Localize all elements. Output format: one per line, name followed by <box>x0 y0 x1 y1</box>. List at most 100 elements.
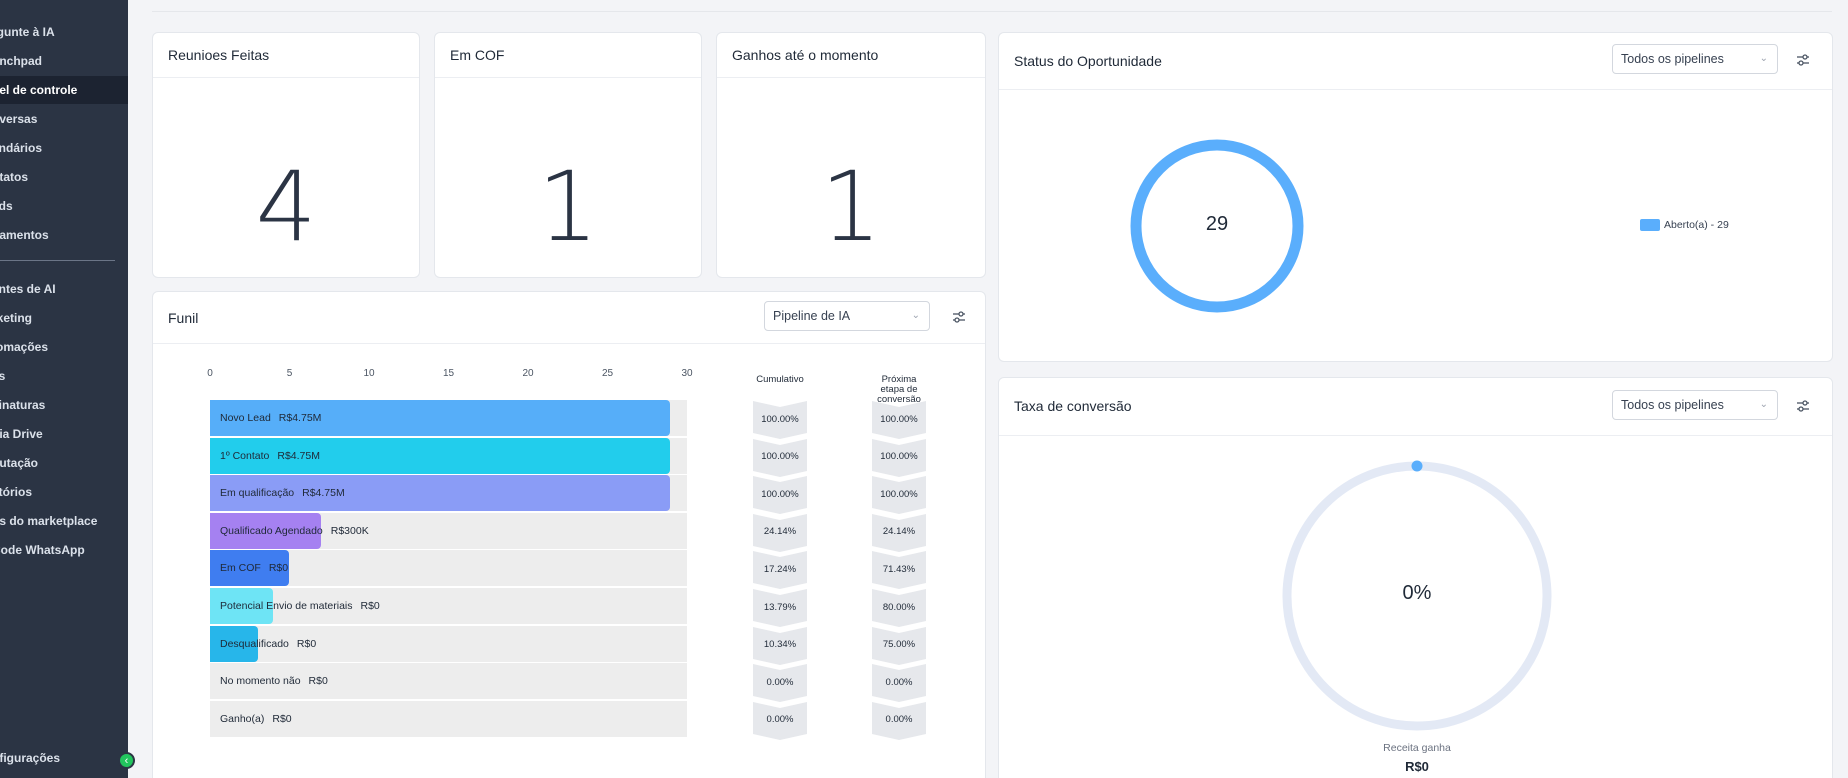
stat-card-title: Reunioes Feitas <box>168 47 270 63</box>
stage-name: No momento não <box>220 675 301 688</box>
funnel-bar[interactable] <box>210 550 290 587</box>
pipelines-select[interactable]: Todos os pipelines ⌄ <box>1612 44 1778 74</box>
funnel-bar-label: Em COF R$0 <box>220 550 288 586</box>
stage-name: Qualificado Agendado <box>220 524 323 537</box>
sidebar-item[interactable]: rgunte à IA <box>0 18 128 46</box>
funnel-bar[interactable] <box>210 475 670 512</box>
card-divider <box>153 343 985 344</box>
funnel-bar-label: 1º Contato R$4.75M <box>220 438 320 474</box>
collapse-sidebar-button[interactable]: ‹ <box>118 752 135 769</box>
stage-name: 1º Contato <box>220 449 270 462</box>
funnel-bar[interactable] <box>210 437 670 474</box>
funnel-bar-label: Ganho(a) R$0 <box>220 701 292 737</box>
next-stage-header: Próxima etapa de conversão <box>877 374 921 405</box>
sidebar-item-settings[interactable]: nfigurações <box>0 744 128 772</box>
funnel-title: Funil <box>168 310 199 326</box>
sidebar-item-label: ads <box>0 199 13 213</box>
next-stage-cell: 75.00% <box>872 626 926 665</box>
next-stage-cell: 100.00% <box>872 401 926 439</box>
funnel-bar-label: Desqualificado R$0 <box>220 626 316 662</box>
revenue-value: R$0 <box>1405 759 1429 774</box>
x-tick-label: 25 <box>601 368 614 379</box>
sidebar-item[interactable]: es <box>0 362 128 390</box>
percent-label: 100.00% <box>761 413 799 425</box>
sidebar-item[interactable]: os do marketplace <box>0 507 128 535</box>
sidebar-item-label: dia Drive <box>0 427 43 441</box>
card-divider <box>999 89 1832 90</box>
sidebar-item[interactable]: rketing <box>0 304 128 332</box>
filter-settings-icon[interactable] <box>951 309 967 325</box>
stage-amount: R$4.75M <box>302 487 345 500</box>
percent-label: 24.14% <box>763 526 797 538</box>
sidebar-item[interactable]: nel de controle <box>0 76 128 104</box>
x-tick-label: 5 <box>286 368 293 379</box>
pipeline-select[interactable]: Pipeline de IA ⌄ <box>764 301 930 331</box>
pipelines-select[interactable]: Todos os pipelines ⌄ <box>1612 390 1778 420</box>
sidebar-item-label: es <box>0 369 6 383</box>
sidebar-item-label: nel de controle <box>0 83 78 97</box>
sidebar-item[interactable]: entes de AI <box>0 275 128 303</box>
percent-label: 0.00% <box>885 714 913 726</box>
sidebar-item[interactable]: endários <box>0 134 128 162</box>
chevron-down-icon: ⌄ <box>911 310 920 321</box>
stage-amount: R$0 <box>272 712 292 725</box>
percent-label: 10.34% <box>763 639 797 651</box>
filter-settings-icon[interactable] <box>1795 398 1811 414</box>
percent-label: 100.00% <box>880 451 918 463</box>
x-tick-label: 15 <box>442 368 455 379</box>
sidebar-item-label: rgunte à IA <box>0 25 55 39</box>
percent-label: 100.00% <box>880 488 918 500</box>
revenue-label: Receita ganha <box>1383 742 1451 754</box>
cumulative-cell: 10.34% <box>753 626 807 665</box>
next-stage-cell: 80.00% <box>872 589 926 627</box>
sidebar-item[interactable]: nversas <box>0 105 128 133</box>
next-stage-cell: 100.00% <box>872 476 926 515</box>
cumulative-cell: 24.14% <box>753 513 807 552</box>
chevron-down-icon: ⌄ <box>1759 53 1768 64</box>
sidebar-item[interactable]: atórios <box>0 478 128 506</box>
sidebar: rgunte à IA unchpad nel de controle nversas… <box>0 0 128 778</box>
next-stage-cell: 0.00% <box>872 701 926 740</box>
chevron-left-icon: ‹ <box>124 754 129 767</box>
funnel-bar-label: Novo Lead R$4.75M <box>220 400 321 436</box>
funnel-bar[interactable] <box>210 512 322 549</box>
funnel-bar[interactable] <box>210 625 258 662</box>
cumulative-cell: 17.24% <box>753 551 807 590</box>
funnel-bar[interactable] <box>210 400 670 436</box>
sidebar-item[interactable]: Code WhatsApp <box>0 536 128 564</box>
sidebar-item[interactable]: ads <box>0 192 128 220</box>
stage-name: Desqualificado <box>220 637 289 650</box>
sidebar-item-label: putação <box>0 456 39 470</box>
stat-card-cof: Em COF 1 <box>434 32 702 278</box>
funnel-bar-label: Em qualificação R$4.75M <box>220 475 345 511</box>
sidebar-item-label: tomações <box>0 340 49 354</box>
sidebar-item[interactable]: putação <box>0 449 128 477</box>
funnel-bar[interactable] <box>210 588 274 624</box>
percent-label: 13.79% <box>763 601 797 613</box>
x-tick-label: 10 <box>363 368 375 379</box>
sidebar-item[interactable]: tomações <box>0 333 128 361</box>
stage-name: Em qualificação <box>220 487 295 500</box>
sidebar-item[interactable]: unchpad <box>0 47 128 75</box>
card-divider <box>717 77 985 78</box>
stage-amount: R$0 <box>308 675 328 688</box>
stage-amount: R$0 <box>268 562 289 575</box>
sidebar-item-label: unchpad <box>0 54 42 68</box>
filter-settings-icon[interactable] <box>1795 52 1811 68</box>
sidebar-item[interactable]: dia Drive <box>0 420 128 448</box>
sidebar-item-label: endários <box>0 141 43 155</box>
sidebar-item[interactable]: ntatos <box>0 163 128 191</box>
sidebar-item[interactable]: gamentos <box>0 221 128 249</box>
x-tick-label: 0 <box>207 368 213 379</box>
pipeline-select-value: Pipeline de IA <box>773 309 851 323</box>
next-stage-cell: 71.43% <box>872 551 926 590</box>
stage-name: Novo Lead <box>220 412 271 424</box>
stage-amount: R$4.75M <box>277 449 320 462</box>
opportunity-status-card: Status do Oportunidade Todos os pipeline… <box>998 32 1833 362</box>
stage-name: Ganho(a) <box>220 712 265 725</box>
stat-card-title: Ganhos até o momento <box>732 47 879 63</box>
percent-label: 100.00% <box>880 413 918 425</box>
sidebar-divider <box>0 260 115 261</box>
stage-amount: R$0 <box>360 600 380 612</box>
